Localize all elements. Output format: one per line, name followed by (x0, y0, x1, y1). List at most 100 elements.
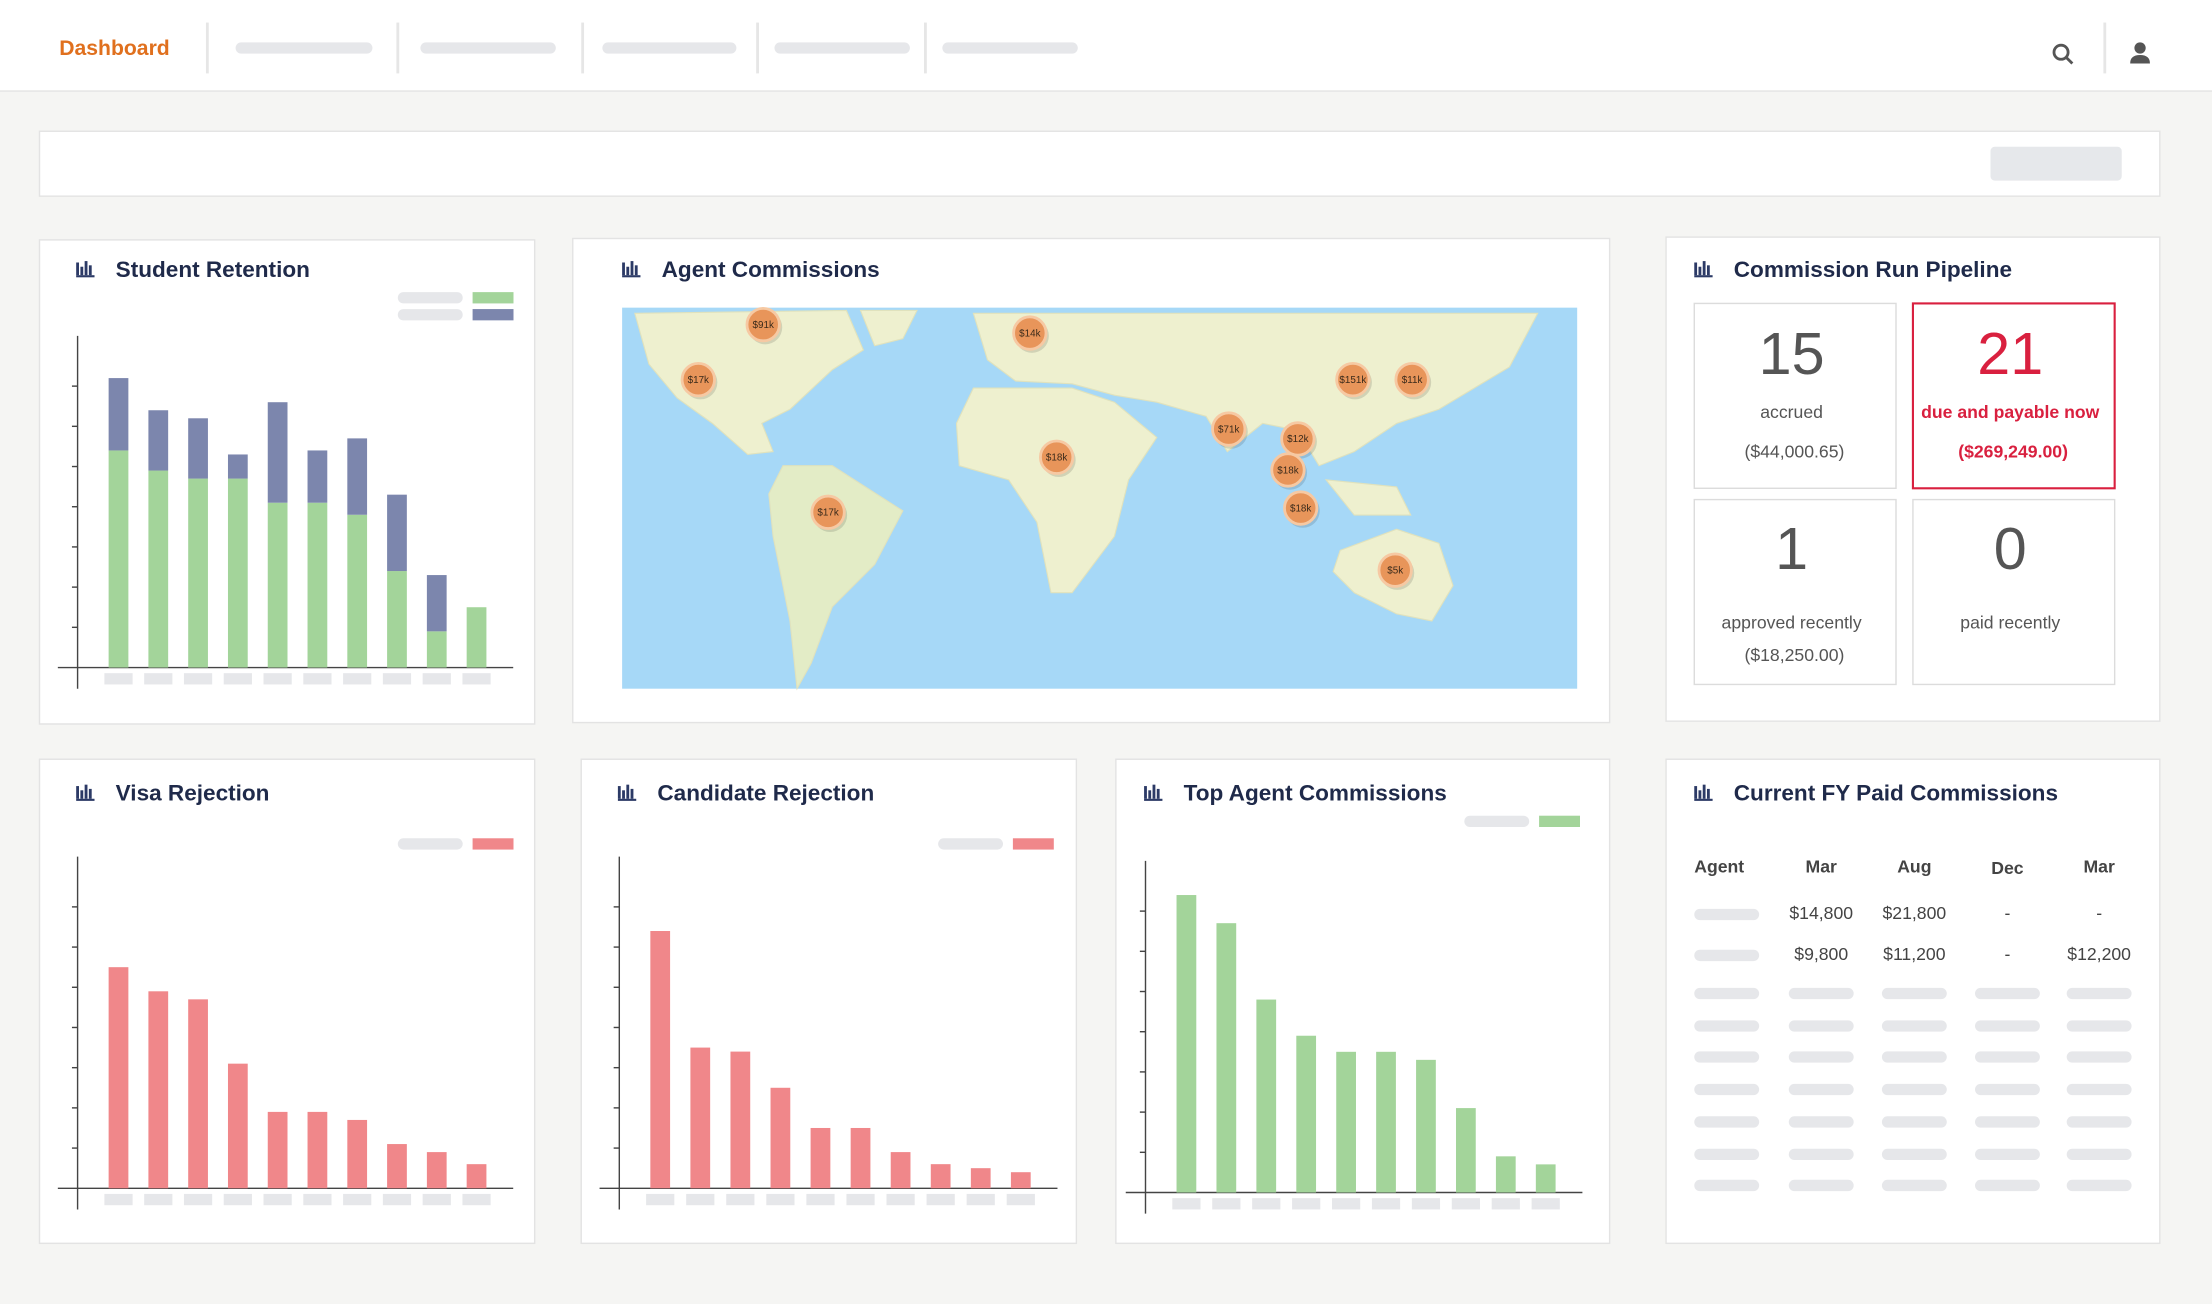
nav-item[interactable] (235, 42, 373, 54)
nav-title[interactable]: Dashboard (59, 37, 169, 60)
row-placeholder (1788, 1116, 1854, 1128)
map-marker[interactable] (810, 494, 846, 530)
row-placeholder (2066, 1179, 2132, 1192)
bar (1416, 1059, 1436, 1193)
nav-item[interactable] (420, 42, 556, 54)
bar (850, 1127, 871, 1189)
table-header: Mar (2083, 857, 2114, 877)
search-icon[interactable] (2052, 43, 2074, 65)
row-placeholder (2066, 1148, 2132, 1161)
nav-item[interactable] (602, 42, 737, 54)
icon-bar (76, 275, 95, 278)
x-tick-placeholder (846, 1193, 875, 1206)
icon-bar (76, 786, 79, 799)
panel-title: Agent Commissions (662, 257, 880, 282)
table-cell: - (2005, 903, 2011, 923)
icon-bar (622, 262, 625, 276)
nav-item[interactable] (942, 42, 1078, 54)
shape (2130, 55, 2150, 64)
icon-bar (617, 798, 637, 801)
agent-placeholder (1694, 908, 1760, 921)
map-marker[interactable] (680, 361, 716, 398)
x-tick-placeholder (223, 673, 252, 685)
bar (1216, 923, 1237, 1193)
row-placeholder (1881, 1148, 1947, 1161)
row-placeholder (1975, 1051, 2040, 1063)
map-marker[interactable] (1377, 552, 1413, 588)
x-tick-placeholder (183, 673, 213, 685)
map-marker-label: $18k (1046, 453, 1067, 464)
pipeline-amount: ($269,249.00) (1958, 442, 2068, 462)
x-tick-placeholder (1371, 1198, 1401, 1210)
row-placeholder (1694, 1148, 1760, 1161)
legend-swatch (472, 309, 514, 321)
icon-bar (630, 261, 634, 276)
x-tick-placeholder (263, 673, 292, 685)
bar (387, 1144, 407, 1189)
bar (188, 478, 208, 668)
bar (108, 967, 129, 1189)
icon-bar (1698, 266, 1702, 276)
table-cell: - (2005, 944, 2011, 964)
legend-swatch (472, 292, 514, 304)
table-cell: $12,200 (2067, 944, 2131, 964)
bar (1296, 1035, 1317, 1193)
map-marker[interactable] (1280, 421, 1316, 457)
x-tick-placeholder (806, 1193, 835, 1206)
map-marker-label: $151k (1339, 375, 1366, 386)
map-marker[interactable] (1335, 361, 1371, 398)
row-placeholder (1881, 987, 1947, 1000)
x-tick-placeholder (646, 1193, 675, 1206)
indonesia (1324, 479, 1412, 516)
map-marker[interactable] (1012, 315, 1048, 351)
map-marker[interactable] (1283, 490, 1319, 526)
pipeline-label: accrued (1760, 402, 1823, 422)
icon-bar (1706, 788, 1710, 799)
nav-item[interactable] (774, 42, 910, 54)
shape (2065, 56, 2074, 65)
x-tick-placeholder (104, 673, 133, 685)
icon-bar (80, 790, 84, 799)
legend-placeholder (397, 838, 463, 850)
icon-bar (1156, 788, 1160, 799)
map-marker[interactable] (1038, 439, 1075, 475)
filter-button[interactable] (1990, 146, 2122, 181)
filter-bar (38, 130, 2161, 197)
map-marker-label: $18k (1277, 465, 1298, 476)
bar (267, 502, 288, 668)
africa (955, 387, 1158, 594)
row-placeholder (1881, 1116, 1947, 1128)
icon-bar (622, 275, 641, 278)
row-placeholder (1694, 1116, 1760, 1128)
legend-placeholder (397, 309, 463, 321)
row-placeholder (1788, 1179, 1854, 1192)
map-marker[interactable] (1394, 361, 1430, 398)
north-america (634, 309, 865, 456)
bar (1455, 1108, 1476, 1193)
icon-bar (88, 788, 92, 799)
icon-bar (630, 788, 634, 799)
user-icon[interactable] (2130, 42, 2150, 64)
pipeline-count: 0 (1994, 515, 2027, 582)
map-marker[interactable] (745, 306, 781, 343)
icon-bar (1152, 784, 1156, 799)
icon-bar (626, 266, 630, 276)
bar (188, 999, 208, 1189)
bar (347, 514, 368, 668)
x-tick-placeholder (303, 1193, 332, 1206)
x-tick-placeholder (1411, 1198, 1441, 1210)
pipeline-card (1693, 498, 1897, 686)
map-marker[interactable] (1270, 452, 1306, 488)
panel-title: Commission Run Pipeline (1734, 257, 2012, 282)
x-tick-placeholder (966, 1193, 995, 1206)
map-marker-label: $5k (1387, 565, 1403, 576)
bar (1176, 895, 1197, 1193)
table-header: Agent (1694, 857, 1744, 877)
x-tick-placeholder (343, 1193, 372, 1206)
map-marker[interactable] (1211, 411, 1247, 447)
table-header: Mar (1806, 857, 1837, 877)
table-cell: $14,800 (1789, 903, 1853, 923)
x-tick-placeholder (183, 1193, 213, 1206)
row-placeholder (1694, 1051, 1760, 1063)
